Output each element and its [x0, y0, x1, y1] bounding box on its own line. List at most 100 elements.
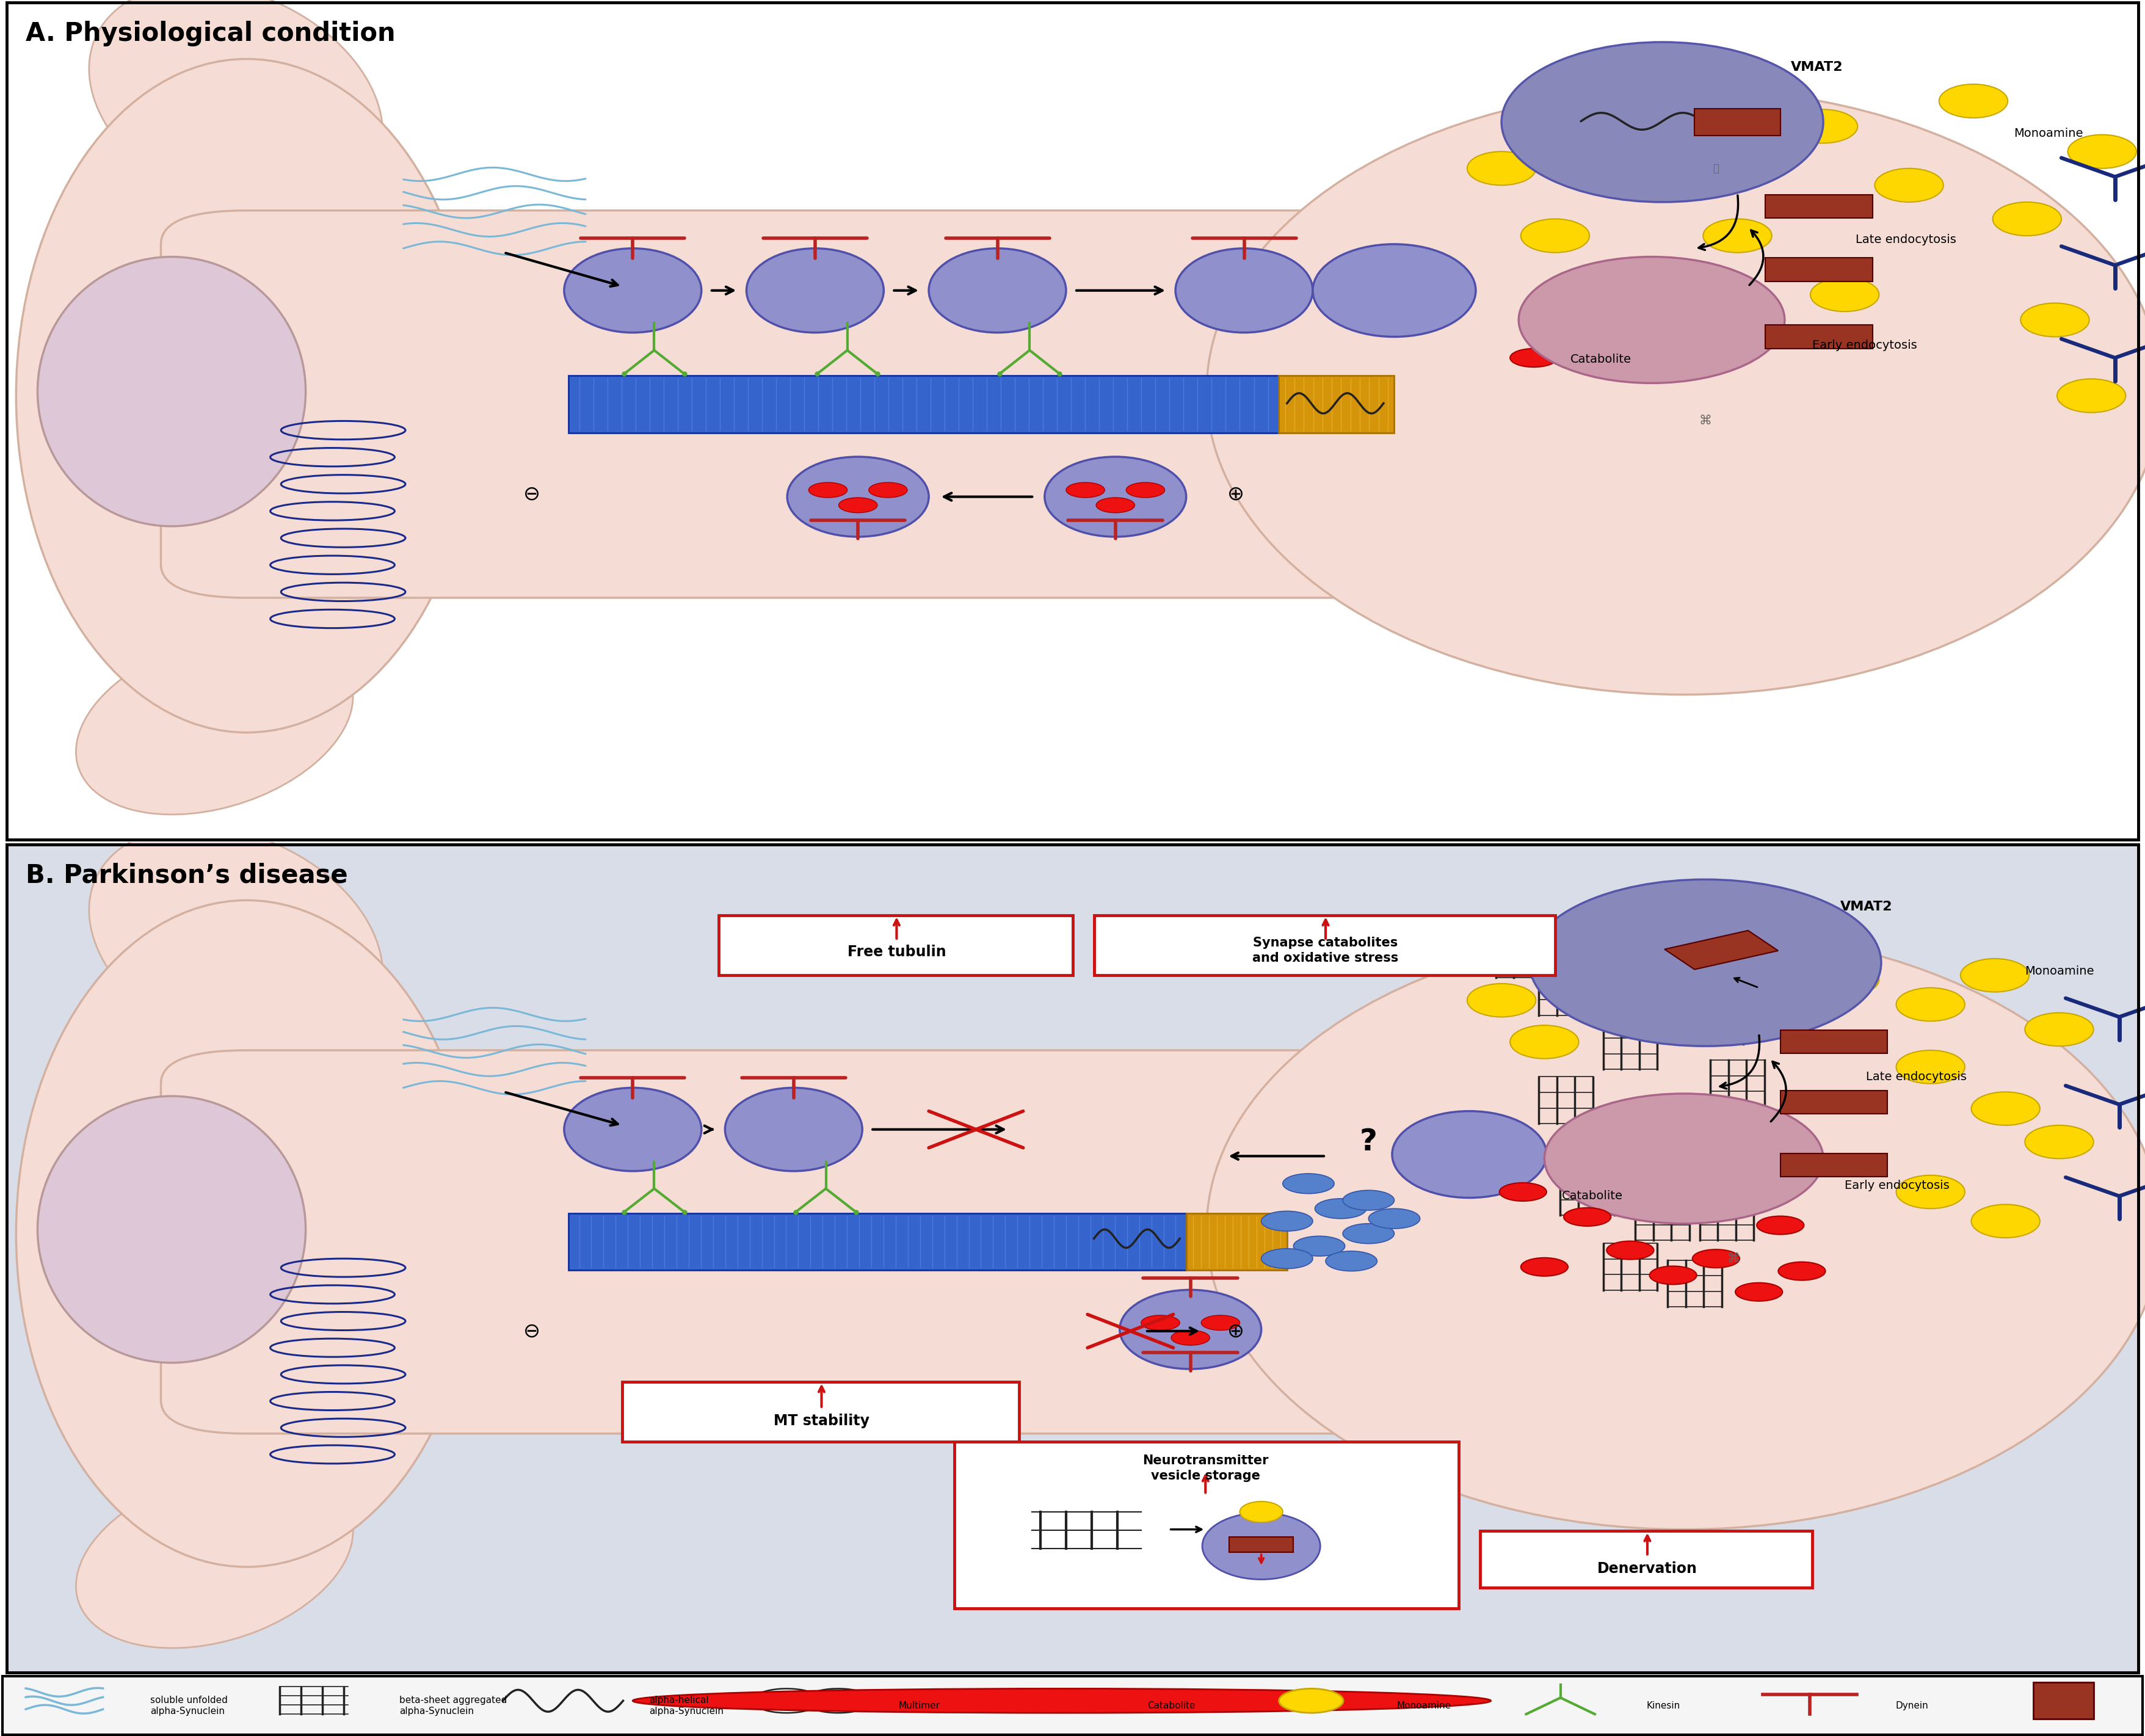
- Ellipse shape: [1703, 219, 1772, 253]
- Text: VMAT2: VMAT2: [1840, 901, 1892, 913]
- Ellipse shape: [17, 59, 476, 733]
- Circle shape: [1499, 1182, 1547, 1201]
- Ellipse shape: [1240, 1502, 1283, 1522]
- Text: ⌘: ⌘: [1727, 1252, 1740, 1266]
- Ellipse shape: [1896, 1175, 1965, 1208]
- Ellipse shape: [564, 248, 701, 333]
- Ellipse shape: [1175, 248, 1313, 333]
- Ellipse shape: [2021, 304, 2089, 337]
- Ellipse shape: [1993, 201, 2061, 236]
- Text: Multimer: Multimer: [899, 1701, 940, 1710]
- Ellipse shape: [1596, 278, 1665, 311]
- Text: beta-sheet aggregated
alpha-Synuclein: beta-sheet aggregated alpha-Synuclein: [399, 1696, 506, 1715]
- Ellipse shape: [90, 826, 382, 1057]
- Text: MT stability: MT stability: [774, 1413, 869, 1429]
- Ellipse shape: [2068, 135, 2136, 168]
- Circle shape: [1096, 498, 1135, 512]
- Ellipse shape: [1205, 89, 2145, 694]
- FancyBboxPatch shape: [161, 210, 1544, 597]
- Circle shape: [1735, 1283, 1782, 1300]
- Circle shape: [1778, 1262, 1825, 1279]
- Ellipse shape: [1789, 109, 1858, 142]
- Text: VMAT2: VMAT2: [1791, 61, 1843, 73]
- Ellipse shape: [36, 257, 307, 526]
- Text: ⊕: ⊕: [1227, 484, 1244, 503]
- Text: Early endocytosis: Early endocytosis: [1813, 340, 1918, 351]
- Ellipse shape: [1544, 1094, 1823, 1224]
- Text: ⌘: ⌘: [1699, 415, 1712, 427]
- Circle shape: [1326, 1252, 1377, 1271]
- Circle shape: [633, 1689, 1491, 1713]
- Text: Dynein: Dynein: [1896, 1701, 1928, 1710]
- Circle shape: [1343, 1191, 1394, 1210]
- Ellipse shape: [1467, 984, 1536, 1017]
- Ellipse shape: [1521, 219, 1589, 253]
- Ellipse shape: [36, 1095, 307, 1363]
- Ellipse shape: [1896, 988, 1965, 1021]
- FancyBboxPatch shape: [161, 1050, 1544, 1434]
- FancyBboxPatch shape: [1186, 1213, 1287, 1271]
- Ellipse shape: [1961, 958, 2029, 991]
- Circle shape: [1369, 1208, 1420, 1229]
- Text: Late endocytosis: Late endocytosis: [1855, 234, 1956, 247]
- Text: Free tubulin: Free tubulin: [847, 944, 946, 960]
- Ellipse shape: [1650, 319, 1718, 354]
- Ellipse shape: [1810, 963, 1879, 996]
- Text: ⊕: ⊕: [1227, 1321, 1244, 1342]
- Text: alpha-helical
alpha-Synuclein: alpha-helical alpha-Synuclein: [648, 1696, 723, 1715]
- Ellipse shape: [1278, 1689, 1343, 1713]
- Bar: [1094, 915, 1555, 976]
- Circle shape: [1510, 349, 1557, 366]
- Circle shape: [1201, 1316, 1240, 1330]
- Bar: [1480, 1531, 1813, 1588]
- Circle shape: [1650, 1266, 1697, 1285]
- Ellipse shape: [1971, 1092, 2040, 1125]
- Bar: [1229, 1536, 1293, 1552]
- FancyBboxPatch shape: [568, 1213, 1186, 1271]
- Ellipse shape: [1896, 1050, 1965, 1083]
- Circle shape: [1315, 1198, 1366, 1219]
- Bar: [719, 915, 1072, 976]
- Ellipse shape: [1519, 257, 1785, 384]
- Circle shape: [869, 483, 907, 498]
- Bar: [1695, 109, 1780, 135]
- Text: Monoamine: Monoamine: [2014, 127, 2083, 139]
- Ellipse shape: [929, 248, 1066, 333]
- Circle shape: [1564, 1208, 1611, 1226]
- Circle shape: [1126, 483, 1165, 498]
- Circle shape: [1261, 1248, 1313, 1269]
- Ellipse shape: [746, 248, 884, 333]
- Text: Catabolite: Catabolite: [1148, 1701, 1195, 1710]
- Ellipse shape: [90, 0, 382, 217]
- Ellipse shape: [1392, 1111, 1547, 1198]
- Bar: [1665, 930, 1778, 969]
- Ellipse shape: [1810, 278, 1879, 311]
- Bar: [1780, 1154, 1888, 1177]
- Bar: [1765, 194, 1873, 219]
- Text: Kinesin: Kinesin: [1647, 1701, 1680, 1710]
- FancyBboxPatch shape: [1278, 375, 1394, 432]
- Text: Denervation: Denervation: [1598, 1561, 1697, 1576]
- Text: ⊖: ⊖: [523, 1321, 541, 1342]
- Text: ⊖: ⊖: [523, 484, 541, 503]
- Text: ⌾: ⌾: [1714, 163, 1718, 174]
- Text: A. Physiological condition: A. Physiological condition: [26, 21, 395, 47]
- Circle shape: [1293, 1236, 1345, 1257]
- Bar: [1765, 325, 1873, 349]
- Circle shape: [1607, 1241, 1654, 1259]
- Circle shape: [1066, 483, 1105, 498]
- Bar: [1780, 1090, 1888, 1113]
- Text: Catabolite: Catabolite: [1570, 354, 1630, 365]
- Circle shape: [1757, 1217, 1804, 1234]
- FancyBboxPatch shape: [568, 375, 1278, 432]
- Circle shape: [1343, 1224, 1394, 1243]
- Ellipse shape: [1939, 83, 2008, 118]
- Bar: [1765, 257, 1873, 281]
- Ellipse shape: [17, 901, 476, 1568]
- Text: Late endocytosis: Late endocytosis: [1866, 1071, 1967, 1083]
- Circle shape: [1261, 1212, 1313, 1231]
- Bar: [2033, 1682, 2094, 1719]
- Ellipse shape: [787, 457, 929, 536]
- Ellipse shape: [564, 1088, 701, 1172]
- Ellipse shape: [75, 634, 354, 814]
